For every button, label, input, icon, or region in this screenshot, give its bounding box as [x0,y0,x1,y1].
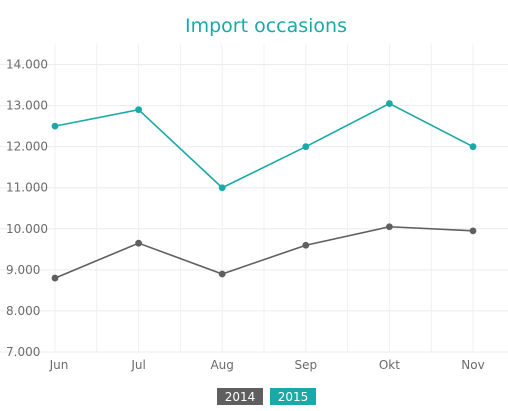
data-point[interactable] [135,106,143,114]
grid [0,44,508,353]
legend-item-2015[interactable]: 2015 [270,388,316,405]
x-tick-label: Jun [49,358,69,372]
legend-label: 2015 [278,390,309,404]
y-tick-label: 9.000 [6,263,40,277]
legend-swatch [270,388,316,405]
series-line [54,225,474,279]
legend-swatch [217,388,263,405]
y-tick-label: 7.000 [6,345,40,359]
data-point[interactable] [302,241,310,249]
legend[interactable]: 2014 2015 [217,388,316,405]
x-axis-ticks: Jun Jul Aug Sep Okt Nov [49,358,485,372]
x-tick-label: Sep [294,358,317,372]
series-2015 [51,100,477,192]
chart-title: Import occasions [185,15,347,37]
series-layer [51,100,477,282]
x-tick-label: Jul [130,358,145,372]
data-point[interactable] [218,270,226,278]
data-point[interactable] [51,274,59,282]
legend-item-2014[interactable]: 2014 [217,388,263,405]
y-axis-ticks: 7.000 8.000 9.000 10.000 11.000 12.000 13.000 1… [6,58,48,359]
data-point[interactable] [218,184,226,192]
data-point[interactable] [51,122,59,130]
legend-label: 2014 [225,390,256,404]
data-point[interactable] [469,143,477,151]
data-point[interactable] [386,223,393,231]
y-tick-label: 12.000 [6,140,48,154]
y-tick-label: 11.000 [6,181,48,195]
series-line [54,102,474,189]
x-tick-label: Aug [210,358,233,372]
data-point[interactable] [135,239,143,247]
y-tick-label: 10.000 [6,222,48,236]
data-point[interactable] [469,227,477,235]
x-tick-label: Okt [379,358,400,372]
y-tick-label: 13.000 [6,99,48,113]
data-point[interactable] [386,100,393,107]
series-2014 [51,223,477,282]
y-tick-label: 14.000 [6,58,48,72]
y-tick-label: 8.000 [6,304,40,318]
data-point[interactable] [302,143,310,151]
x-tick-label: Nov [461,358,484,372]
